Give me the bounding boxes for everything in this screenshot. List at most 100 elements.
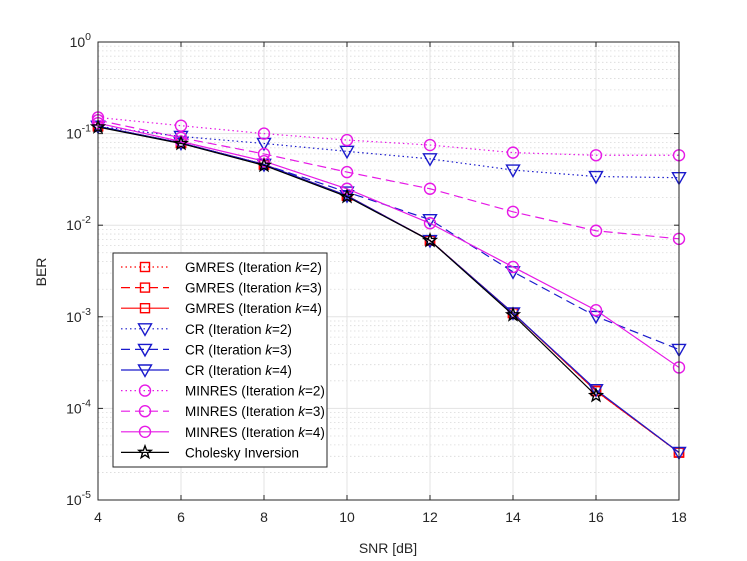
legend-item: CR (Iteration k=2) [121,322,292,337]
data-point [257,127,271,140]
x-tick-label: 14 [505,509,521,525]
x-axis-label: SNR [dB] [359,540,417,556]
legend-item: Cholesky Inversion [121,443,299,460]
data-point [505,164,521,178]
data-point [423,138,437,152]
legend-label: CR (Iteration k=2) [185,322,292,337]
legend-item: GMRES (Iteration k=4) [121,301,322,316]
series-line [97,119,680,240]
y-tick-label: 10-1 [66,123,91,142]
legend-item: CR (Iteration k=3) [121,342,292,357]
y-tick-label: 10-5 [66,489,91,508]
x-tick-label: 6 [177,509,185,525]
x-tick-label: 16 [588,509,604,525]
x-tick-label: 10 [339,509,355,525]
legend-label-suffix: =2) [305,384,325,399]
legend-label-k: k [298,404,306,419]
legend-item: GMRES (Iteration k=2) [121,260,322,275]
legend-label-text: GMRES (Iteration [185,260,295,275]
series-line [97,126,597,397]
x-tick-label: 8 [260,509,268,525]
legend-label: GMRES (Iteration k=4) [185,301,322,316]
series-line [97,122,680,368]
y-tick-label: 10-2 [66,214,91,233]
legend-marker [138,405,152,418]
legend-marker [137,323,153,337]
y-tick-base: 10 [66,492,82,508]
data-point [421,232,439,248]
data-point [589,224,603,237]
legend-marker [139,282,151,293]
data-point [257,154,271,168]
legend-label-text: MINRES (Iteration [185,404,298,419]
legend-label-suffix: =3) [302,281,322,296]
data-point [339,145,355,160]
data-point [423,217,437,230]
legend-item: MINRES (Iteration k=3) [121,404,325,419]
legend-label: MINRES (Iteration k=2) [185,384,325,399]
y-tick-base: 10 [66,217,82,233]
y-tick-exponent: -3 [82,306,91,318]
legend-marker [139,261,151,273]
legend-label-k: k [265,322,273,337]
legend: GMRES (Iteration k=2)GMRES (Iteration k=… [112,252,328,468]
legend-label-text: Cholesky Inversion [185,445,299,460]
y-tick-label: 10-4 [66,397,91,416]
data-point [588,384,604,398]
y-tick-exponent: -2 [82,214,91,226]
legend-item: MINRES (Iteration k=4) [121,425,325,440]
data-point [340,133,354,147]
data-point [589,304,603,317]
data-point [338,188,356,204]
legend-label-k: k [295,301,303,316]
x-tick-label: 4 [94,509,102,525]
legend-label-text: MINRES (Iteration [185,384,298,399]
data-point [588,310,604,325]
legend-marker [136,443,154,460]
y-tick-base: 10 [66,126,82,142]
y-tick-exponent: -1 [82,123,91,135]
legend-label-text: CR (Iteration [185,342,265,357]
legend-item: MINRES (Iteration k=2) [121,384,325,399]
legend-label-k: k [298,384,306,399]
data-point [506,260,520,274]
data-point [423,182,437,195]
legend-marker [138,425,152,438]
y-tick-base: 10 [70,34,86,50]
x-tick-label: 18 [671,509,687,525]
data-point [589,149,603,162]
data-point [172,134,190,151]
y-tick-label: 100 [70,31,92,50]
y-tick-base: 10 [66,309,82,325]
legend-item: GMRES (Iteration k=3) [121,281,322,296]
legend-label-suffix: =4) [272,363,292,378]
legend-label-text: GMRES (Iteration [185,281,295,296]
data-point [506,205,520,219]
legend-marker [138,384,152,397]
legend-label-suffix: =2) [272,322,292,337]
y-tick-exponent: -5 [82,489,91,501]
legend-label: CR (Iteration k=3) [185,342,292,357]
legend-label-text: CR (Iteration [185,363,265,378]
legend-label-suffix: =2) [302,260,322,275]
legend-label: CR (Iteration k=4) [185,363,292,378]
y-axis-label: BER [33,258,49,287]
legend-label-suffix: =4) [305,425,325,440]
series-line [97,125,680,179]
legend-label-k: k [295,281,303,296]
y-tick-base: 10 [66,400,82,416]
legend-marker [137,364,153,378]
legend-label-k: k [298,425,306,440]
data-point [422,213,438,228]
legend-label: Cholesky Inversion [185,445,299,460]
data-point [587,387,605,403]
data-point [174,119,188,132]
data-point [506,146,520,159]
legend-label: MINRES (Iteration k=4) [185,425,325,440]
data-point [422,153,438,167]
legend-label-k: k [265,363,273,378]
legend-label: MINRES (Iteration k=3) [185,404,325,419]
data-point [340,165,354,179]
